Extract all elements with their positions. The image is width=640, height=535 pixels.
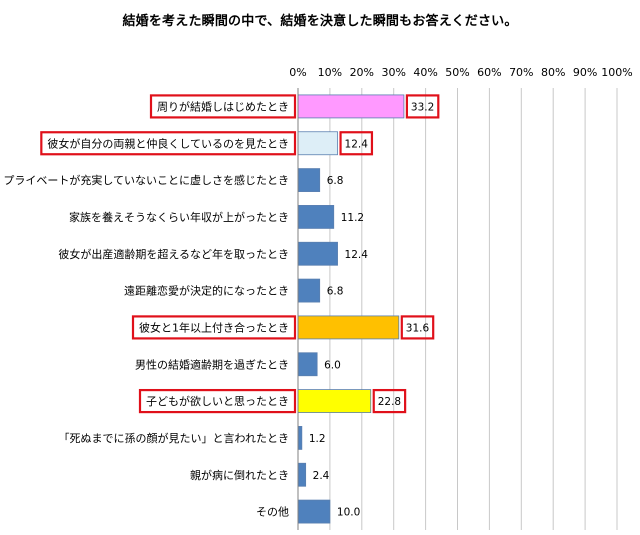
bar	[297, 499, 331, 524]
category-label: 彼女が出産適齢期を超えるなど年を取ったとき	[58, 247, 289, 261]
category-label: 「死ぬまでに孫の顔が見たい」と言われたとき	[59, 431, 289, 445]
value-label: 6.8	[327, 175, 344, 187]
chart-title: 結婚を考えた瞬間の中で、結婚を決意した瞬間もお答えください。	[122, 14, 518, 29]
category-labels: 周りが結婚しはじめたとき彼女が自分の両親と仲良くしているのを見たときプライベート…	[3, 94, 297, 519]
bar	[297, 241, 338, 266]
category-label: その他	[256, 506, 289, 519]
bar	[297, 462, 307, 487]
category-label: 彼女と1年以上付き合ったとき	[139, 320, 289, 334]
x-tick-label: 80%	[541, 66, 565, 79]
bar	[297, 315, 400, 340]
x-tick-label: 60%	[477, 66, 501, 79]
x-tick-label: 10%	[318, 66, 342, 79]
bar	[297, 131, 338, 156]
category-highlight-box	[131, 315, 297, 340]
x-tick-label: 40%	[413, 66, 437, 79]
value-label: 12.4	[345, 249, 369, 261]
value-highlight-box	[372, 388, 407, 414]
category-label: 男性の結婚適齢期を過ぎたとき	[135, 357, 289, 371]
category-highlight-box	[149, 94, 297, 119]
bars	[297, 94, 405, 524]
x-tick-label: 50%	[445, 66, 469, 79]
value-label: 6.0	[324, 359, 341, 371]
value-label: 33.2	[411, 101, 434, 113]
category-label: 家族を養えそうなくらい年収が上がったとき	[69, 210, 289, 224]
x-tick-label: 20%	[350, 66, 374, 79]
category-highlight-box	[138, 388, 297, 414]
x-tick-label: 70%	[509, 66, 533, 79]
value-label: 11.2	[341, 212, 364, 224]
x-tick-label: 30%	[381, 66, 405, 79]
value-label: 10.0	[337, 507, 360, 519]
value-labels: 33.2 12.4 6.8 11.2 12.4 6.8 31.6 6.0 22.8 1.2 2.4 1…	[309, 94, 440, 519]
x-tick-label: 0%	[289, 66, 306, 79]
category-label: 遠距離恋愛が決定的になったとき	[124, 284, 289, 298]
value-highlight-box	[405, 94, 440, 119]
value-highlight-box	[400, 315, 435, 340]
value-label: 2.4	[313, 470, 330, 482]
category-label: 周りが結婚しはじめたとき	[157, 99, 289, 113]
value-label: 6.8	[327, 286, 344, 298]
grid-lines	[329, 88, 618, 530]
value-highlight-box	[339, 131, 374, 156]
category-highlight-box	[40, 131, 297, 156]
value-label: 31.6	[406, 322, 430, 334]
value-label: 1.2	[309, 433, 326, 445]
x-tick-label: 90%	[573, 66, 597, 79]
category-label: プライベートが充実していないことに虚しさを感じたとき	[3, 173, 289, 187]
bar	[297, 278, 321, 303]
bar	[297, 205, 335, 229]
category-label: 子どもが欲しいと思ったとき	[146, 394, 289, 408]
x-tick-label: 100%	[601, 66, 632, 79]
bar	[297, 168, 321, 192]
bar	[297, 426, 303, 450]
bar	[297, 389, 372, 413]
x-axis-ticks: 0% 10% 20% 30% 40% 50% 60% 70% 80% 90% 100%	[289, 66, 632, 79]
bar	[297, 352, 318, 377]
value-label: 22.8	[378, 396, 401, 408]
category-label: 彼女が自分の両親と仲良くしているのを見たとき	[47, 136, 289, 150]
bar	[297, 94, 405, 119]
category-label: 親が病に倒れたとき	[190, 468, 289, 482]
value-label: 12.4	[345, 138, 369, 150]
